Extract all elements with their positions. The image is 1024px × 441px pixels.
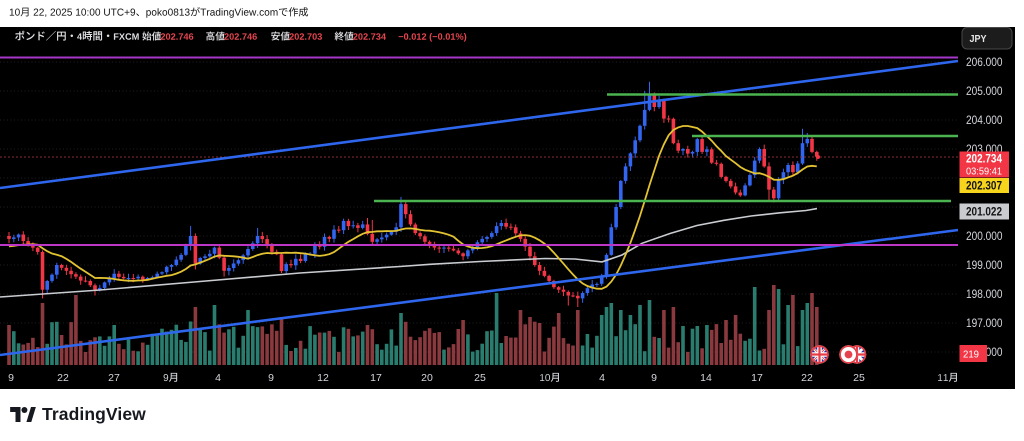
- svg-text:199.000: 199.000: [966, 260, 1003, 272]
- svg-text:202.734: 202.734: [966, 154, 1003, 166]
- svg-text:201.022: 201.022: [966, 207, 1002, 219]
- svg-text:200.000: 200.000: [966, 231, 1003, 243]
- svg-text:JPY: JPY: [970, 33, 987, 45]
- svg-text:197.000: 197.000: [966, 318, 1003, 330]
- svg-text:4: 4: [599, 372, 605, 384]
- svg-text:204.000: 204.000: [966, 115, 1003, 127]
- svg-text:14: 14: [700, 372, 712, 384]
- svg-text:25: 25: [853, 372, 865, 384]
- svg-text:9: 9: [268, 372, 274, 384]
- svg-text:205.000: 205.000: [966, 86, 1003, 98]
- svg-text:17: 17: [370, 372, 382, 384]
- svg-text:20: 20: [421, 372, 433, 384]
- svg-text:202.307: 202.307: [966, 181, 1002, 193]
- svg-text:22: 22: [57, 372, 69, 384]
- svg-text:198.000: 198.000: [966, 289, 1003, 301]
- svg-text:17: 17: [751, 372, 763, 384]
- svg-text:22: 22: [801, 372, 813, 384]
- svg-text:12: 12: [317, 372, 329, 384]
- svg-text:9: 9: [651, 372, 657, 384]
- svg-text:25: 25: [474, 372, 486, 384]
- svg-text:4: 4: [215, 372, 221, 384]
- svg-text:27: 27: [108, 372, 120, 384]
- svg-text:219: 219: [963, 349, 979, 361]
- svg-text:03:59:41: 03:59:41: [966, 166, 1002, 178]
- svg-text:9: 9: [8, 372, 14, 384]
- svg-text:206.000: 206.000: [966, 57, 1003, 69]
